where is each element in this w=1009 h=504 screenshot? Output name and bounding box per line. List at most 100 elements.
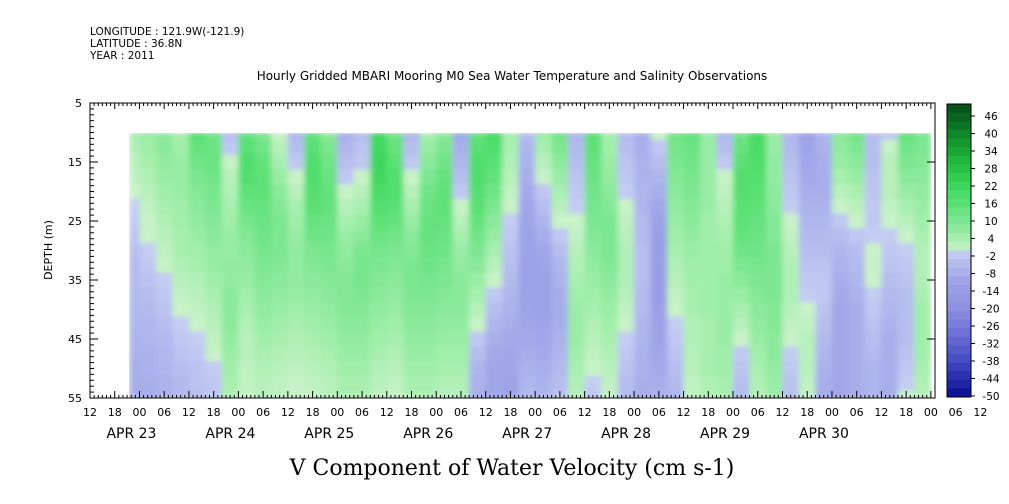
colorbar-label: 16 [984,199,998,211]
heat-cell [617,169,635,185]
heat-cell [634,243,652,259]
colorbar-swatch [947,276,971,286]
heat-cell [831,213,850,229]
heat-cell [766,133,784,141]
heat-cell [403,331,421,347]
heat-cell [518,213,536,229]
heat-cell [436,257,454,274]
heat-cell [337,272,355,288]
heat-cell [634,257,652,274]
heat-cell [733,302,751,318]
heat-cell [337,198,355,215]
heat-cell [518,198,536,215]
heat-cell [172,184,190,200]
heat-cell [221,316,239,333]
heat-cell [403,228,421,244]
heat-cell [353,287,371,303]
heat-cell [419,257,437,274]
x-hour-label: 00 [330,406,344,419]
heat-cell [320,133,338,141]
heat-cell [568,228,586,244]
heat-cell [881,133,899,141]
heat-cell [287,243,305,259]
heat-cell [287,198,305,215]
heat-cell [337,257,355,274]
heat-cell [848,302,866,318]
heat-cell [568,154,586,170]
heat-cell [914,287,932,303]
x-hour-label: 06 [949,406,963,419]
heat-cell [683,346,701,362]
x-hour-label: 00 [231,406,245,419]
heat-cell [485,390,503,398]
heat-cell [188,133,207,141]
heat-cell [667,228,685,244]
heat-cell [254,198,272,215]
heat-cell [535,184,553,200]
heat-cell [584,361,602,377]
heat-cell [766,154,784,170]
x-hour-label: 06 [355,406,369,419]
heat-cell [650,287,668,303]
heat-cell [551,331,569,347]
heat-cell [535,316,553,333]
colorbar-swatch [947,104,971,114]
heat-cell [815,361,833,377]
heat-cell [469,184,487,200]
heat-cell [403,198,421,215]
heat-cell [129,346,141,362]
heat-cell [353,331,371,347]
heat-cell [271,287,289,303]
heat-cell [650,361,668,377]
heat-cell [452,169,470,185]
heat-cell [798,198,817,215]
heat-cell [716,228,734,244]
heat-cell [304,154,322,170]
heat-cell [551,272,569,288]
colorbar-label: -38 [982,356,999,368]
heat-cell [716,257,734,274]
colorbar-label: 34 [984,146,998,158]
heat-cell [667,390,685,398]
heat-cell [733,375,751,392]
heat-cell [634,361,652,377]
heat-cell [584,154,602,170]
heat-cell [386,154,404,170]
heat-cell [469,390,487,398]
x-hour-label: 18 [207,406,221,419]
heat-cell [798,346,817,362]
heat-cell [864,257,883,274]
heat-cell [205,228,223,244]
colorbar-label: -44 [982,374,999,386]
heat-cell [798,302,817,318]
heat-cell [386,139,404,156]
heat-cell [700,139,718,156]
heat-cell [584,375,602,392]
heat-cell [914,213,932,229]
heat-cell [221,287,239,303]
heat-cell [683,361,701,377]
heat-cell [518,228,536,244]
heat-cell [733,213,751,229]
heat-cell [568,346,586,362]
colorbar-swatch [947,302,971,312]
heat-cell [502,228,520,244]
heat-cell [749,133,767,141]
heat-cell [221,154,239,170]
heat-cell [716,390,734,398]
heat-cell [700,375,718,392]
heat-cell [766,257,784,274]
x-hour-label: 12 [182,406,196,419]
heat-cell [469,361,487,377]
heat-cell [403,272,421,288]
heat-cell [749,346,767,362]
heat-cell [353,139,371,156]
heat-cell [502,331,520,347]
heat-cell [221,272,239,288]
heat-cell [502,243,520,259]
colorbar-label: -2 [986,251,996,263]
heat-cell [683,228,701,244]
heat-cell [172,213,190,229]
colorbar: 46 40 34 28 22 16 10 4 -2 -8 -14 -20 -26 -32 -38 -44 -50 [946,103,1000,403]
heat-cell [221,390,239,398]
